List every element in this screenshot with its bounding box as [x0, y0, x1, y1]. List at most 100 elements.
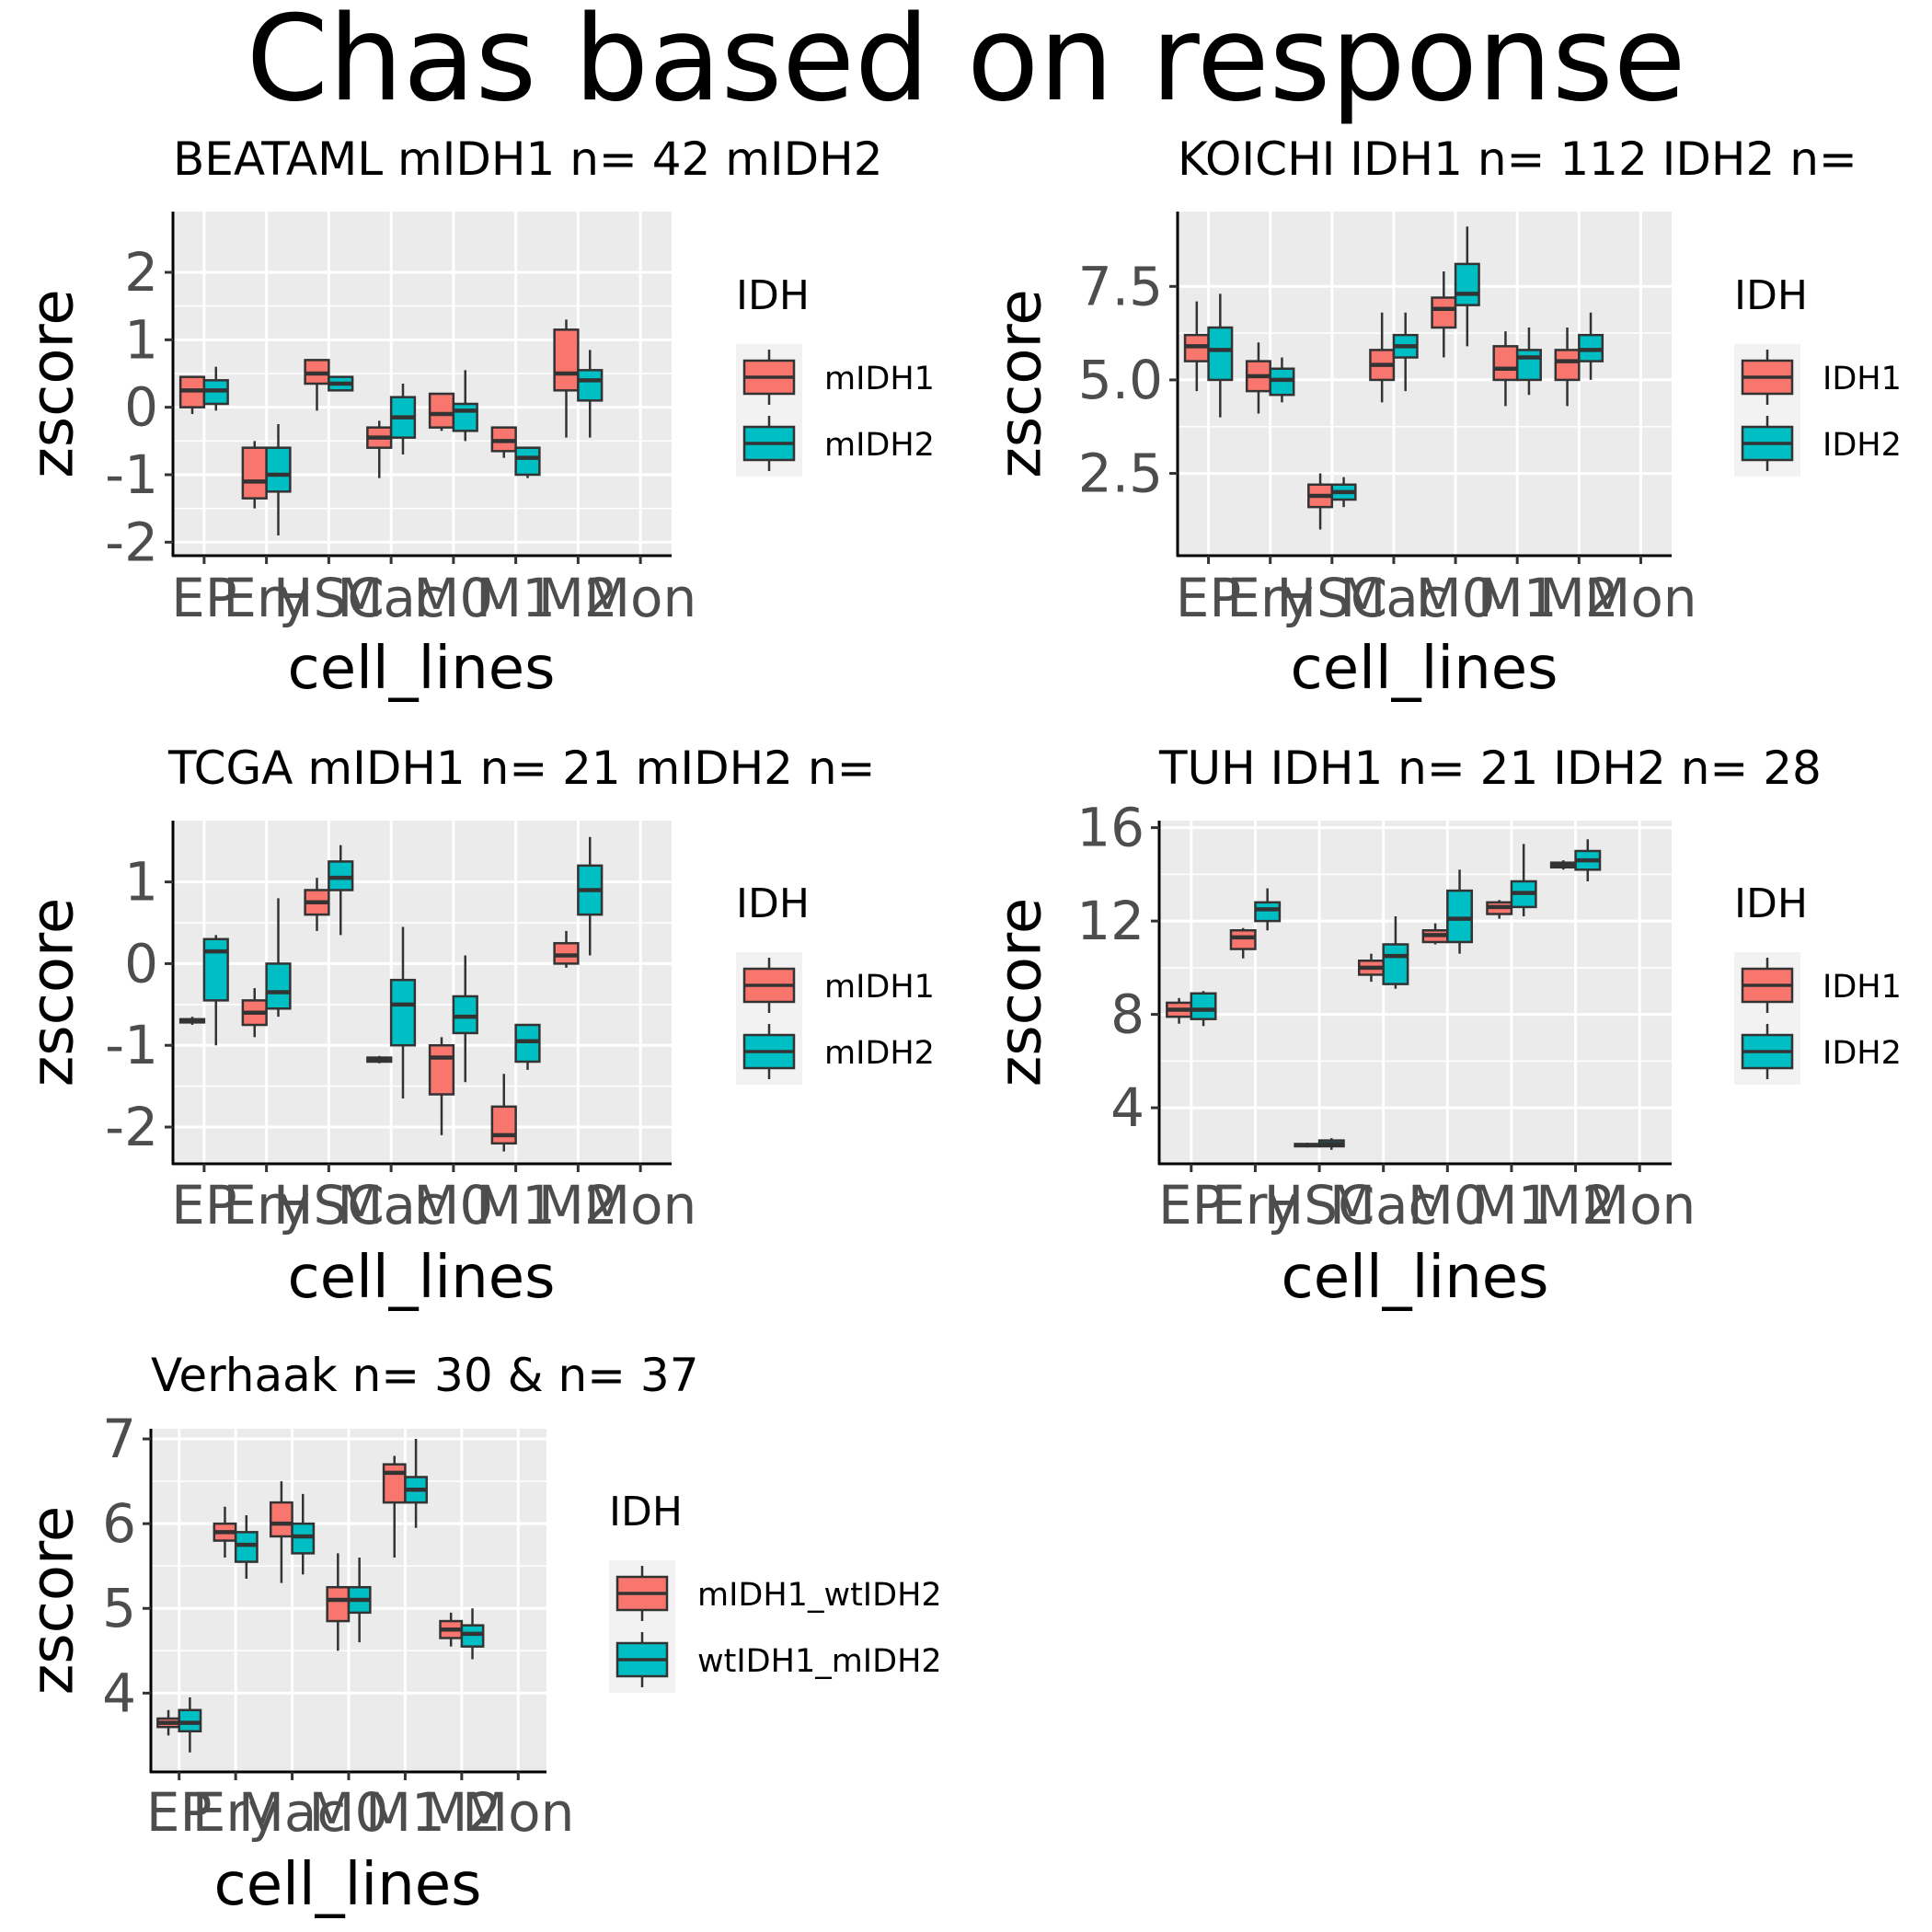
- legend-title: IDH: [1734, 272, 1808, 319]
- box-mIDH1-Ery: [241, 441, 268, 509]
- x-axis-title: cell_lines: [1282, 1244, 1549, 1312]
- box-body: [490, 1105, 517, 1145]
- y-axis-title: zscore: [18, 1506, 86, 1696]
- box-body: [178, 1708, 202, 1733]
- panel-title: TCGA mIDH1 n= 21 mIDH2 n=: [167, 742, 875, 795]
- box-IDH2-Mac: [1382, 916, 1409, 989]
- box-mIDH1-M2: [553, 319, 580, 438]
- x-tick-label: Ery: [223, 567, 310, 629]
- x-tick-label: M0: [413, 567, 493, 629]
- box-IDH2-M1: [1515, 328, 1542, 396]
- box-body: [265, 962, 292, 1010]
- y-axis-title: zscore: [18, 289, 86, 478]
- y-tick-label: -1: [105, 443, 158, 506]
- box-body: [1207, 326, 1234, 382]
- x-tick-label: Mac: [1340, 567, 1447, 629]
- x-tick-label: Ery: [223, 1174, 310, 1236]
- panel-title: Verhaak n= 30 & n= 37: [151, 1349, 699, 1402]
- box-IDH2-EP: [1207, 293, 1234, 418]
- box-mIDH1-Ery: [241, 988, 268, 1038]
- x-tick-label: M2: [538, 567, 618, 629]
- x-tick-label: Mon: [584, 1174, 696, 1236]
- box-IDH1-HSC: [1294, 1143, 1321, 1148]
- legend-title: IDH: [736, 272, 810, 319]
- box-mIDH1-HSC: [304, 359, 330, 411]
- box-body: [428, 392, 455, 429]
- x-tick-label: M0: [309, 1781, 389, 1844]
- legend: IDH mIDH1 mIDH2: [736, 880, 935, 1085]
- box-body: [389, 978, 417, 1047]
- y-tick-label: 12: [1076, 890, 1144, 952]
- box-wtIDH1_mIDH2-M0: [347, 1557, 372, 1643]
- box-body: [452, 402, 478, 432]
- legend-label: mIDH1_wtIDH2: [697, 1577, 942, 1614]
- box-mIDH2-Mac: [389, 926, 417, 1098]
- box-IDH1-Ery: [1229, 927, 1257, 959]
- x-tick-label: M2: [1539, 567, 1619, 629]
- y-tick-label: -1: [105, 1014, 158, 1076]
- legend-title: IDH: [1734, 880, 1808, 927]
- box-IDH1-M0: [1431, 271, 1457, 358]
- box-wtIDH1_mIDH2-Mac: [291, 1493, 316, 1575]
- plot-background: [1159, 821, 1672, 1164]
- y-tick-label: 0: [124, 376, 158, 439]
- box-mIDH2-M1: [514, 1023, 541, 1070]
- x-tick-label: Ery: [192, 1781, 280, 1844]
- legend: IDH IDH1 IDH2: [1734, 272, 1902, 477]
- box-mIDH1_wtIDH2-M2: [439, 1612, 464, 1647]
- legend: IDH mIDH1 mIDH2: [736, 272, 935, 477]
- x-tick-label: EP: [171, 567, 237, 629]
- box-IDH2-M0: [1446, 869, 1474, 954]
- x-tick-label: M1: [1471, 1174, 1551, 1236]
- y-axis-title: zscore: [18, 898, 86, 1087]
- legend-label: IDH1: [1823, 361, 1902, 397]
- x-tick-label: M0: [413, 1174, 493, 1236]
- box-body: [1454, 262, 1480, 306]
- x-tick-label: EP: [146, 1781, 213, 1844]
- panel-title: KOICHI IDH1 n= 112 IDH2 n=: [1178, 132, 1857, 186]
- y-tick-label: 0: [124, 932, 158, 995]
- x-tick-label: Mac: [238, 1781, 346, 1844]
- legend: IDH IDH1 IDH2: [1734, 880, 1902, 1085]
- box-IDH2-M1: [1510, 844, 1537, 917]
- y-axis-title: zscore: [986, 898, 1054, 1087]
- x-tick-label: Ery: [1226, 567, 1314, 629]
- box-body: [241, 446, 268, 500]
- y-tick-label: 1: [124, 851, 158, 914]
- box-mIDH2-M1: [514, 446, 541, 478]
- x-tick-label: M1: [476, 567, 556, 629]
- box-body: [291, 1522, 316, 1555]
- box-body: [577, 369, 604, 402]
- legend-label: wtIDH1_mIDH2: [697, 1643, 942, 1680]
- box-IDH1-Mac: [1357, 953, 1385, 983]
- box-body: [514, 446, 541, 477]
- box-body: [1190, 992, 1217, 1020]
- x-tick-label: Mon: [1584, 567, 1696, 629]
- legend-label: mIDH2: [824, 427, 935, 464]
- box-body: [1254, 901, 1282, 923]
- y-tick-label: 4: [102, 1662, 136, 1724]
- y-tick-label: 2.5: [1078, 443, 1163, 505]
- box-mIDH1-M1: [490, 426, 517, 458]
- box-IDH1-M0: [1421, 923, 1449, 945]
- y-tick-label: 16: [1076, 797, 1144, 859]
- x-tick-label: Mac: [337, 1174, 444, 1236]
- x-tick-label: HSC: [273, 1174, 385, 1236]
- y-tick-label: 5: [102, 1577, 136, 1639]
- x-axis-title: cell_lines: [214, 1851, 482, 1919]
- box-wtIDH1_mIDH2-M1: [404, 1439, 429, 1528]
- box-body: [1229, 929, 1257, 950]
- box-IDH1-M1: [1492, 331, 1519, 407]
- box-mIDH2-HSC: [328, 375, 354, 392]
- figure-title: Chas based on response: [247, 0, 1686, 128]
- y-tick-label: 6: [102, 1492, 136, 1555]
- box-mIDH1-EP: [178, 1017, 206, 1026]
- box-IDH2-M2: [1578, 312, 1604, 380]
- chart-panels: 210-1-2EPEryHSCMacM0M1M2Moncell_lineszsc…: [18, 132, 1901, 1919]
- x-tick-label: Mon: [584, 567, 696, 629]
- x-tick-label: EP: [1158, 1174, 1225, 1236]
- box-body: [428, 1043, 455, 1096]
- box-body: [202, 937, 229, 1002]
